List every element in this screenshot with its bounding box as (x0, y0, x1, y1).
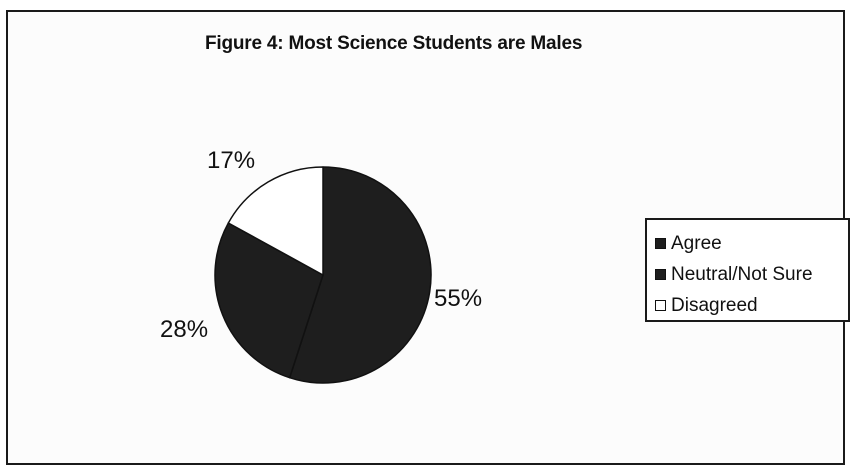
legend-label-agree: Agree (671, 232, 722, 254)
chart-title: Figure 4: Most Science Students are Male… (205, 33, 583, 54)
legend-swatch-disagreed (655, 300, 666, 311)
chart-legend: Agree Neutral/Not Sure Disagreed (645, 218, 850, 322)
pie-slice-neutral (214, 222, 324, 379)
legend-swatch-agree (655, 238, 666, 249)
pie-slice-disagreed (227, 166, 324, 276)
legend-item-neutral: Neutral/Not Sure (655, 259, 848, 290)
slice-label-disagreed: 17% (207, 147, 256, 174)
legend-label-disagreed: Disagreed (671, 294, 758, 316)
legend-swatch-neutral (655, 269, 666, 280)
slice-label-neutral: 28% (160, 316, 209, 343)
legend-item-disagreed: Disagreed (655, 290, 848, 321)
pie-slice-agree (288, 166, 432, 384)
legend-item-agree: Agree (655, 228, 848, 259)
legend-label-neutral: Neutral/Not Sure (671, 263, 813, 285)
slice-label-agree: 55% (434, 285, 483, 312)
